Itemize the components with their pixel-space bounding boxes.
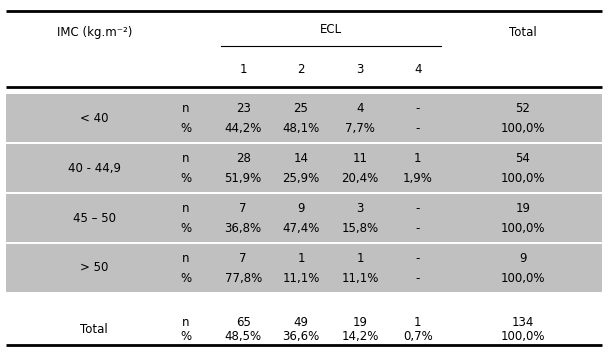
Text: %: % (180, 122, 191, 135)
Text: 100,0%: 100,0% (500, 222, 545, 235)
Text: -: - (415, 102, 420, 115)
Text: IMC (kg.m⁻²): IMC (kg.m⁻²) (57, 26, 132, 40)
Text: Total: Total (509, 26, 537, 40)
Text: 25,9%: 25,9% (282, 172, 320, 185)
Bar (6, 144, 602, 192)
Text: 100,0%: 100,0% (500, 172, 545, 185)
Text: %: % (180, 222, 191, 235)
Text: 134: 134 (512, 316, 534, 329)
Bar (6, 244, 602, 292)
Text: 100,0%: 100,0% (500, 272, 545, 285)
Text: 65: 65 (236, 316, 250, 329)
Text: 47,4%: 47,4% (282, 222, 320, 235)
Text: 52: 52 (516, 102, 530, 115)
Text: 7: 7 (240, 252, 247, 265)
Text: 11,1%: 11,1% (341, 272, 379, 285)
Text: n: n (182, 152, 189, 165)
Text: 4: 4 (414, 63, 421, 76)
Text: Total: Total (80, 323, 108, 336)
Text: -: - (415, 122, 420, 135)
Text: 1: 1 (414, 152, 421, 165)
Text: 100,0%: 100,0% (500, 122, 545, 135)
Text: n: n (182, 252, 189, 265)
Text: 28: 28 (236, 152, 250, 165)
Text: 1: 1 (240, 63, 247, 76)
Text: 14,2%: 14,2% (341, 330, 379, 343)
Text: 51,9%: 51,9% (224, 172, 262, 185)
Text: 11: 11 (353, 152, 367, 165)
Text: 19: 19 (516, 202, 530, 215)
Text: %: % (180, 272, 191, 285)
Text: 100,0%: 100,0% (500, 330, 545, 343)
Text: 3: 3 (356, 63, 364, 76)
Text: n: n (182, 102, 189, 115)
Text: 44,2%: 44,2% (224, 122, 262, 135)
Text: 2: 2 (297, 63, 305, 76)
Text: 7,7%: 7,7% (345, 122, 375, 135)
Text: n: n (182, 202, 189, 215)
Text: 0,7%: 0,7% (403, 330, 432, 343)
Text: 14: 14 (294, 152, 308, 165)
Text: > 50: > 50 (80, 261, 108, 274)
Text: 23: 23 (236, 102, 250, 115)
Bar (6, 94, 602, 142)
Text: 54: 54 (516, 152, 530, 165)
Text: 9: 9 (297, 202, 305, 215)
Text: 20,4%: 20,4% (341, 172, 379, 185)
Text: ECL: ECL (320, 23, 342, 36)
Text: %: % (180, 330, 191, 343)
Text: 48,1%: 48,1% (282, 122, 320, 135)
Text: n: n (182, 316, 189, 329)
Text: -: - (415, 252, 420, 265)
Text: 9: 9 (519, 252, 527, 265)
Text: 1,9%: 1,9% (402, 172, 433, 185)
Text: -: - (415, 202, 420, 215)
Text: 36,6%: 36,6% (282, 330, 320, 343)
Text: 19: 19 (353, 316, 367, 329)
Text: 7: 7 (240, 202, 247, 215)
Text: 4: 4 (356, 102, 364, 115)
Text: 11,1%: 11,1% (282, 272, 320, 285)
Text: 45 – 50: 45 – 50 (73, 211, 116, 225)
Text: -: - (415, 222, 420, 235)
Text: 77,8%: 77,8% (224, 272, 262, 285)
Text: %: % (180, 172, 191, 185)
Text: -: - (415, 272, 420, 285)
Text: 25: 25 (294, 102, 308, 115)
Text: 1: 1 (297, 252, 305, 265)
Bar (6, 194, 602, 242)
Text: 48,5%: 48,5% (224, 330, 262, 343)
Text: 1: 1 (356, 252, 364, 265)
Text: 36,8%: 36,8% (224, 222, 262, 235)
Text: 1: 1 (414, 316, 421, 329)
Text: 15,8%: 15,8% (341, 222, 379, 235)
Text: 40 - 44,9: 40 - 44,9 (67, 162, 121, 175)
Text: < 40: < 40 (80, 112, 108, 125)
Text: 3: 3 (356, 202, 364, 215)
Text: 49: 49 (294, 316, 308, 329)
